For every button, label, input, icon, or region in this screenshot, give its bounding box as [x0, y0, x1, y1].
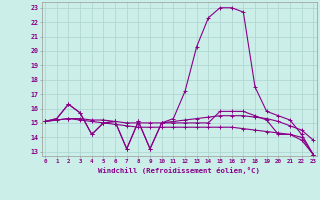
X-axis label: Windchill (Refroidissement éolien,°C): Windchill (Refroidissement éolien,°C): [98, 167, 260, 174]
